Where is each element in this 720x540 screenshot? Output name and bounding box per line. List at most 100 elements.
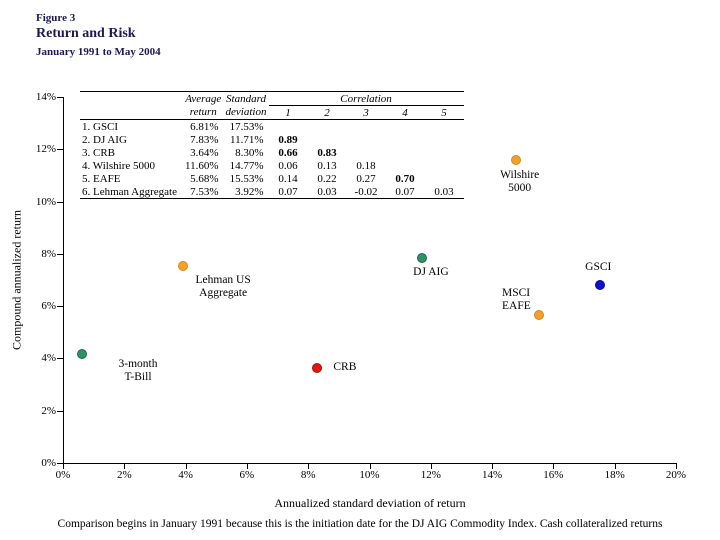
asset-name-cell: 4. Wilshire 5000: [82, 159, 155, 172]
header-correlation: Correlation: [268, 91, 464, 106]
y-axis-tick: [57, 410, 63, 412]
value-cell: [425, 159, 464, 172]
figure-period: January 1991 to May 2004: [36, 46, 161, 58]
value-cell: 0.07: [278, 185, 298, 198]
table-row: 1. GSCI 6.81% 17.53%: [80, 120, 464, 134]
value-cell: [308, 120, 347, 134]
point-label-3-month-t-bill: 3-month T-Bill: [118, 357, 158, 383]
value-cell: [425, 146, 464, 159]
y-axis-tick: [57, 97, 63, 98]
value-cell: 0.18: [356, 159, 376, 172]
y-axis-tick-label: 2%: [41, 404, 56, 417]
value-cell: 7.53%: [190, 185, 219, 198]
scatter-point-crb: [312, 362, 323, 373]
header-return: return: [183, 105, 224, 120]
asset-name-cell: 2. DJ AIG: [82, 133, 127, 146]
x-axis-tick: [492, 464, 494, 469]
y-axis-tick-label: 12%: [35, 143, 56, 156]
point-label-lehman-us-aggregate: Lehman US Aggregate: [195, 274, 251, 300]
value-cell: 15.53%: [229, 172, 264, 185]
table-corner: [80, 105, 183, 120]
header-corr-num: 2: [307, 105, 347, 120]
x-axis-tick-label: 8%: [300, 469, 316, 481]
footnote: Comparison begins in January 1991 becaus…: [57, 518, 663, 530]
value-cell: 3.92%: [235, 185, 264, 198]
y-axis-line: [63, 97, 64, 464]
y-axis-tick: [57, 306, 63, 308]
scatter-point-dj-aig: [416, 253, 427, 264]
value-cell: [386, 146, 425, 159]
scatter-point-gsci: [595, 279, 606, 290]
x-axis-tick: [246, 464, 248, 469]
value-cell: [269, 120, 308, 134]
table-row: 3. CRB 3.64% 8.30% 0.66 0.83: [80, 146, 464, 159]
x-axis-tick-label: 0%: [55, 469, 71, 481]
value-cell: [425, 120, 464, 134]
value-cell: [347, 133, 386, 146]
value-cell: [347, 146, 386, 159]
header-corr-num: 4: [385, 105, 425, 120]
header-corr-num: 1: [268, 105, 308, 120]
value-cell: [425, 133, 464, 146]
x-axis-tick-label: 16%: [543, 469, 564, 481]
value-cell: -0.02: [354, 185, 378, 198]
y-axis-tick-label: 14%: [35, 91, 56, 103]
x-axis-tick-label: 2%: [116, 469, 132, 481]
asset-name-cell: 6. Lehman Aggregate: [82, 185, 177, 198]
value-cell: 14.77%: [229, 159, 264, 172]
value-cell: 0.89: [278, 133, 298, 146]
table-row: 6. Lehman Aggregate 7.53% 3.92% 0.07 0.03 -0.…: [80, 185, 464, 199]
y-axis-tick: [57, 253, 63, 255]
value-cell: 11.60%: [185, 159, 219, 172]
x-axis-tick-label: 18%: [604, 469, 625, 481]
header-standard: Standard: [226, 92, 266, 105]
y-axis-tick-label: 0%: [41, 457, 56, 469]
asset-name-cell: 1. GSCI: [82, 120, 119, 133]
asset-name-cell: 5. EAFE: [82, 172, 121, 185]
value-cell: 3.64%: [190, 146, 219, 159]
x-axis-tick: [369, 464, 371, 469]
header-corr-num: 3: [346, 105, 386, 120]
scatter-point-wilshire-5000: [510, 154, 521, 165]
value-cell: 0.22: [317, 172, 337, 185]
asset-name-cell: 3. CRB: [82, 146, 116, 159]
value-cell: 17.53%: [229, 120, 264, 133]
value-cell: [308, 133, 347, 146]
x-axis-tick: [614, 464, 616, 469]
x-axis-line: [63, 463, 677, 464]
y-axis-tick: [57, 358, 63, 360]
y-axis-tick-label: 4%: [41, 352, 56, 365]
point-label-msci-eafe: MSCI EAFE: [501, 286, 531, 312]
y-axis-title: Compound annualized return: [9, 210, 24, 350]
value-cell: 0.07: [395, 185, 415, 198]
table-row: 4. Wilshire 5000 11.60% 14.77% 0.06 0.13 0.18: [80, 159, 464, 172]
scatter-point-3-month-t-bill: [77, 348, 87, 359]
value-cell: 7.83%: [190, 133, 219, 146]
title-block: Figure 3 Return and Risk January 1991 to…: [36, 12, 161, 58]
x-axis-tick: [124, 464, 126, 469]
value-cell: [347, 120, 386, 134]
value-cell: 0.27: [356, 172, 376, 185]
x-axis-tick: [185, 464, 187, 469]
x-axis-tick-label: 14%: [482, 469, 503, 481]
figure-number: Figure 3: [36, 12, 76, 24]
header-average: Average: [185, 92, 222, 105]
table-corner: [80, 92, 183, 106]
x-axis-tick: [676, 464, 677, 469]
point-label-crb: CRB: [333, 360, 357, 373]
value-cell: 5.68%: [190, 172, 219, 185]
statistics-table: Average Standard Correlation return devi…: [80, 91, 464, 199]
value-cell: 0.83: [317, 146, 337, 159]
header-deviation: deviation: [223, 105, 269, 120]
y-axis-tick-label: 8%: [41, 247, 56, 260]
y-axis-tick-label: 10%: [35, 195, 56, 208]
x-axis-tick-label: 10%: [359, 469, 380, 481]
y-axis-tick: [57, 149, 63, 151]
scatter-point-msci-eafe: [533, 309, 544, 320]
value-cell: [386, 120, 425, 134]
x-axis-title: Annualized standard deviation of return: [274, 496, 466, 510]
value-cell: 0.66: [278, 146, 298, 159]
value-cell: 0.13: [317, 159, 337, 172]
x-axis-tick: [308, 464, 310, 469]
